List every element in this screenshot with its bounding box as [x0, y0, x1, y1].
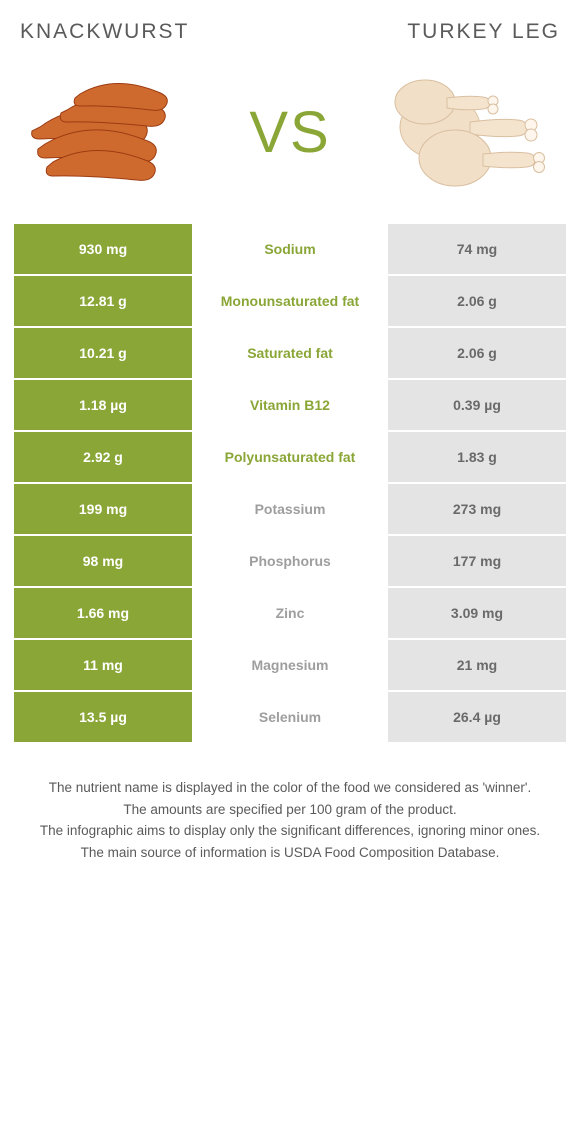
- table-row: 10.21 gSaturated fat2.06 g: [14, 328, 566, 378]
- nutrient-label: Potassium: [192, 484, 388, 534]
- nutrient-label: Vitamin B12: [192, 380, 388, 430]
- left-food-image: [20, 67, 200, 197]
- title-right: Turkey leg: [407, 20, 560, 44]
- left-value: 98 mg: [14, 536, 192, 586]
- right-value: 3.09 mg: [388, 588, 566, 638]
- left-value: 1.18 µg: [14, 380, 192, 430]
- left-value: 12.81 g: [14, 276, 192, 326]
- right-value: 26.4 µg: [388, 692, 566, 742]
- left-value: 2.92 g: [14, 432, 192, 482]
- right-value: 2.06 g: [388, 328, 566, 378]
- footer-line: The nutrient name is displayed in the co…: [22, 778, 558, 798]
- nutrient-label: Monounsaturated fat: [192, 276, 388, 326]
- table-row: 11 mgMagnesium21 mg: [14, 640, 566, 690]
- hero-row: VS: [14, 52, 566, 212]
- right-value: 0.39 µg: [388, 380, 566, 430]
- table-row: 930 mgSodium74 mg: [14, 224, 566, 274]
- turkey-leg-icon: [385, 72, 555, 192]
- nutrient-label: Sodium: [192, 224, 388, 274]
- right-value: 74 mg: [388, 224, 566, 274]
- right-value: 1.83 g: [388, 432, 566, 482]
- left-value: 199 mg: [14, 484, 192, 534]
- footer-line: The amounts are specified per 100 gram o…: [22, 800, 558, 820]
- right-value: 273 mg: [388, 484, 566, 534]
- table-row: 199 mgPotassium273 mg: [14, 484, 566, 534]
- title-left: Knackwurst: [20, 20, 189, 44]
- footer-notes: The nutrient name is displayed in the co…: [14, 778, 566, 862]
- sausage-icon: [25, 72, 195, 192]
- left-value: 10.21 g: [14, 328, 192, 378]
- footer-line: The main source of information is USDA F…: [22, 843, 558, 863]
- table-row: 12.81 gMonounsaturated fat2.06 g: [14, 276, 566, 326]
- nutrient-label: Selenium: [192, 692, 388, 742]
- nutrient-label: Phosphorus: [192, 536, 388, 586]
- table-row: 1.66 mgZinc3.09 mg: [14, 588, 566, 638]
- nutrient-label: Polyunsaturated fat: [192, 432, 388, 482]
- table-row: 1.18 µgVitamin B120.39 µg: [14, 380, 566, 430]
- left-value: 1.66 mg: [14, 588, 192, 638]
- table-row: 13.5 µgSelenium26.4 µg: [14, 692, 566, 742]
- table-row: 2.92 gPolyunsaturated fat1.83 g: [14, 432, 566, 482]
- nutrient-label: Saturated fat: [192, 328, 388, 378]
- vs-label: VS: [249, 99, 330, 166]
- footer-line: The infographic aims to display only the…: [22, 821, 558, 841]
- left-value: 13.5 µg: [14, 692, 192, 742]
- nutrient-table: 930 mgSodium74 mg12.81 gMonounsaturated …: [14, 224, 566, 742]
- table-row: 98 mgPhosphorus177 mg: [14, 536, 566, 586]
- nutrient-label: Zinc: [192, 588, 388, 638]
- left-value: 930 mg: [14, 224, 192, 274]
- nutrient-label: Magnesium: [192, 640, 388, 690]
- right-value: 177 mg: [388, 536, 566, 586]
- left-value: 11 mg: [14, 640, 192, 690]
- right-value: 21 mg: [388, 640, 566, 690]
- title-row: Knackwurst Turkey leg: [14, 20, 566, 44]
- right-food-image: [380, 67, 560, 197]
- right-value: 2.06 g: [388, 276, 566, 326]
